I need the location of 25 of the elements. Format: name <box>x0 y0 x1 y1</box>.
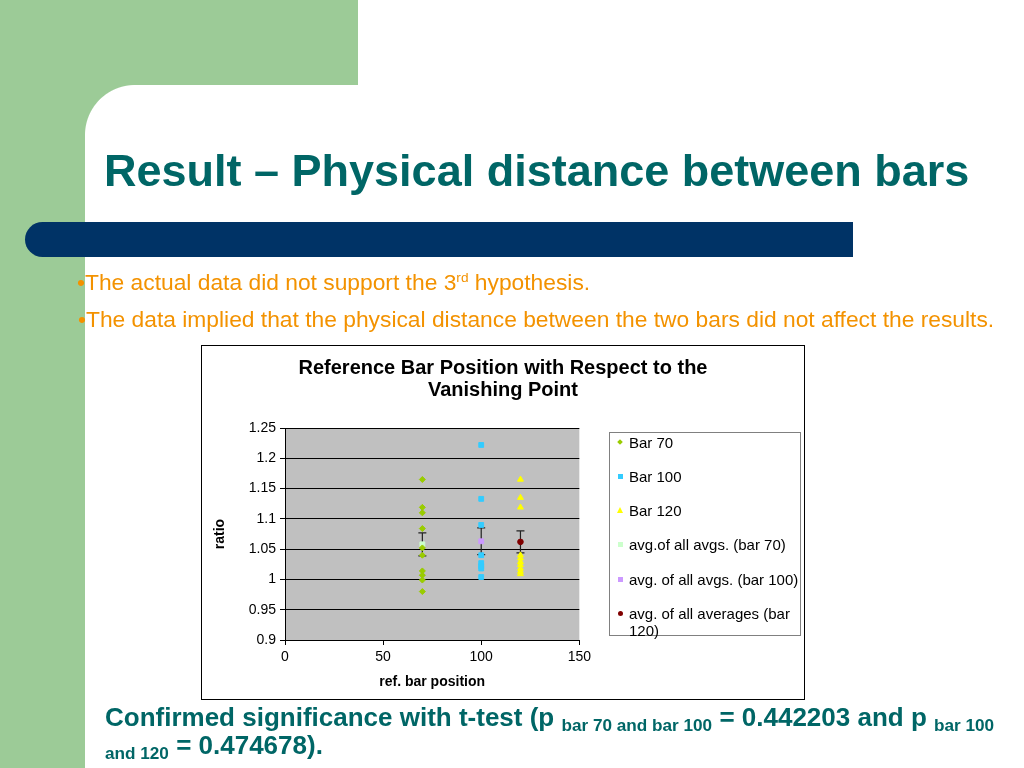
y-tick-label: 0.9 <box>256 630 277 647</box>
y-tick-label: 1.15 <box>248 479 277 496</box>
legend-label: Bar 100 <box>629 467 682 485</box>
x-tick-label: 0 <box>281 648 290 665</box>
text: •The actual data did not support the 3$^{rd}$ hypothesis. <box>77 269 591 296</box>
y-tick-label: 1.1 <box>256 509 277 526</box>
chart-title: Reference Bar Position with Respect to the Vanishing Point <box>297 356 709 400</box>
legend-label: Bar 120 <box>629 502 682 520</box>
legend-label: avg.of all avgs. (bar 70) <box>629 536 786 554</box>
legend-label: avg. of all avgs. (bar 100) <box>629 570 799 588</box>
y-axis-title: ratio <box>211 518 228 550</box>
legend-label: Bar 70 <box>629 433 674 451</box>
x-tick-label: 50 <box>375 648 392 665</box>
x-tick-label: 150 <box>567 648 592 665</box>
y-tick-label: 1.2 <box>256 449 277 466</box>
x-tick-label: 100 <box>469 648 494 665</box>
x-axis-title: ref. bar position <box>379 673 486 690</box>
legend-label: avg. of all averages (bar 120) <box>629 605 791 639</box>
y-tick-label: 1.05 <box>248 540 277 556</box>
text: •The data implied that the physical distance between the two bars did not affect the results. <box>78 306 995 333</box>
y-tick-label: 1.25 <box>248 418 277 435</box>
y-tick-label: 1 <box>268 570 277 587</box>
text: Result – Physical distance between bars <box>104 145 970 197</box>
text: Confirmed significance with t-test (p $_{bar 70 and bar 100}$ = 0.442203 and p $_{bar 100}$ $_{and 120}$ = 0.474678). <box>105 702 995 764</box>
y-tick-label: 0.95 <box>248 600 277 617</box>
